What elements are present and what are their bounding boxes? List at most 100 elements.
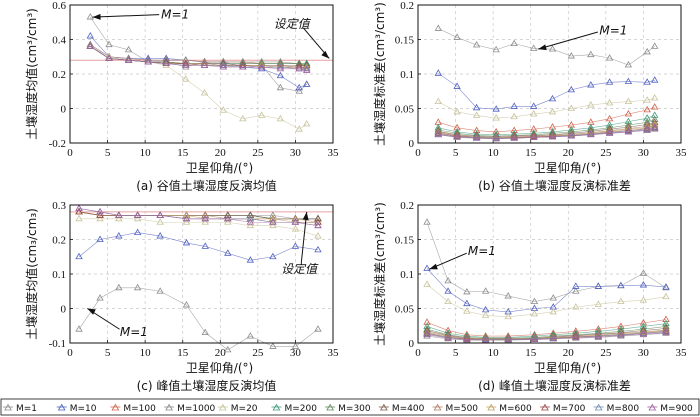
data-point (75, 214, 83, 222)
data-point (549, 307, 557, 315)
data-point (156, 218, 164, 225)
series-line-m-900 (438, 128, 655, 140)
x-tick-label: 20 (563, 347, 575, 359)
data-point (463, 335, 471, 342)
data-point (605, 54, 614, 61)
plot-frame (417, 4, 682, 144)
data-point (257, 63, 266, 70)
data-point (463, 307, 471, 314)
data-point (434, 69, 442, 76)
legend-marker (326, 403, 335, 411)
data-point (530, 335, 539, 342)
data-point (643, 125, 651, 133)
data-point (96, 294, 104, 301)
data-point (276, 71, 285, 79)
data-point (639, 296, 648, 303)
data-point (617, 281, 625, 289)
y-tick-label: 0.2 (52, 235, 66, 247)
data-point (624, 110, 633, 117)
annotation-arrow (300, 211, 308, 263)
x-tick-label: 15 (525, 147, 537, 159)
data-point (605, 98, 614, 106)
data-point (182, 238, 191, 246)
data-point (444, 276, 452, 284)
data-point (269, 211, 277, 218)
data-point (624, 61, 633, 68)
data-point (96, 211, 104, 218)
data-point (617, 331, 625, 338)
annotation-arrow (92, 14, 160, 18)
x-tick-label: 25 (252, 347, 264, 359)
x-tick-label: 0 (415, 147, 421, 159)
legend-marker (165, 403, 173, 411)
data-point (246, 221, 255, 229)
series-line-m-700 (78, 211, 318, 223)
x-tick-label: 5 (105, 347, 111, 359)
plot-frame (69, 4, 334, 144)
data-point (594, 332, 603, 340)
legend-item-label: M=100 (123, 404, 156, 414)
x-tick-label: 15 (525, 347, 537, 359)
data-point (124, 45, 133, 53)
data-point (587, 101, 595, 108)
data-point (651, 120, 659, 127)
annotation-label: M=1 (120, 325, 148, 339)
x-tick-label: 10 (488, 147, 500, 159)
annotation-label: M=1 (468, 244, 496, 258)
x-tick-label: 25 (252, 147, 264, 159)
legend-marker (111, 403, 120, 411)
data-point (257, 64, 266, 72)
data-point (219, 63, 227, 70)
data-point (453, 82, 461, 89)
data-point (504, 335, 512, 342)
series-line-m-800 (78, 208, 319, 226)
data-point (96, 235, 104, 242)
x-tick-label: 30 (290, 347, 302, 359)
series-line-m-100 (438, 106, 655, 133)
data-point (246, 211, 255, 218)
data-point (295, 125, 303, 132)
legend-item-label: M=900 (660, 404, 693, 414)
data-point (472, 111, 481, 118)
data-point (572, 282, 580, 289)
panel-caption: (a) 谷值土壤湿度反演均值 (136, 178, 277, 193)
data-point (530, 310, 539, 317)
x-tick-label: 35 (676, 347, 688, 359)
data-point (162, 59, 170, 67)
series-line-m-20 (426, 284, 667, 318)
legend-marker (648, 403, 657, 411)
y-tick-label: 0.05 (395, 104, 415, 116)
data-point (105, 54, 113, 61)
data-point (624, 77, 633, 84)
legend-marker (594, 403, 603, 411)
data-point (444, 287, 452, 294)
data-point (423, 326, 431, 333)
data-point (510, 134, 518, 141)
data-point (201, 242, 209, 249)
data-point (182, 61, 190, 68)
series-line-m-20 (79, 218, 319, 237)
data-point (530, 304, 539, 311)
data-point (201, 211, 209, 218)
legend-marker (379, 403, 388, 411)
data-point (182, 218, 191, 225)
y-tick-label: 0.2 (400, 0, 414, 12)
data-point (510, 39, 518, 47)
legend-item-label: M=600 (499, 404, 532, 414)
x-axis-label: 卫星仰角/(°) (534, 360, 601, 375)
x-tick-label: 20 (563, 147, 575, 159)
legend-item-label: M=200 (284, 404, 317, 414)
data-point (295, 64, 303, 72)
data-point (314, 214, 322, 222)
data-point (530, 102, 538, 109)
data-point (224, 214, 232, 222)
series-line-m-900 (90, 46, 307, 71)
legend-item-label: M=300 (338, 404, 371, 414)
x-tick-label: 35 (328, 347, 340, 359)
data-point (115, 232, 123, 239)
legend-marker (487, 403, 496, 411)
data-point (639, 318, 648, 326)
data-point (530, 44, 538, 51)
y-tick-label: 0.1 (400, 269, 414, 281)
data-point (605, 129, 614, 136)
